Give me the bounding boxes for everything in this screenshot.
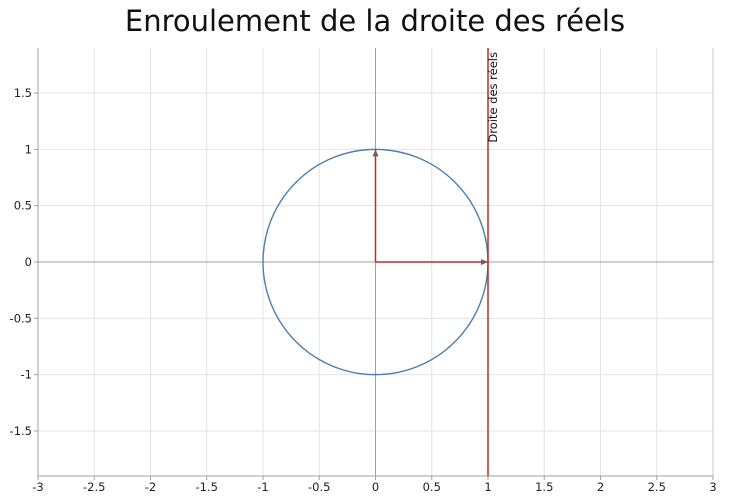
- x-tick-label: -1.5: [196, 480, 218, 494]
- x-tick-label: 0.5: [423, 480, 441, 494]
- axes: [34, 48, 714, 480]
- x-tick-label: -3: [32, 480, 43, 494]
- x-tick-label: -2: [145, 480, 156, 494]
- x-tick-label: -1: [257, 480, 268, 494]
- x-tick-label: 3: [709, 480, 716, 494]
- y-tick-label: 1: [25, 142, 32, 156]
- y-tick-label: 0.5: [14, 199, 32, 213]
- x-tick-labels: -3 -2.5 -2 -1.5 -1 -0.5 0 0.5 1 1.5 2 2.5 3: [32, 480, 716, 494]
- y-tick-label: 0: [25, 255, 32, 269]
- x-tick-label: 1.5: [535, 480, 553, 494]
- x-tick-label: 2.5: [648, 480, 666, 494]
- x-tick-label: 1: [484, 480, 491, 494]
- chart-title: Enroulement de la droite des réels: [124, 4, 626, 38]
- annotations: Droite des réels: [486, 52, 500, 143]
- x-tick-label: -2.5: [83, 480, 105, 494]
- y-tick-label: 1.5: [14, 86, 32, 100]
- x-tick-label: -0.5: [308, 480, 330, 494]
- real-line-label: Droite des réels: [486, 52, 500, 143]
- series: [262, 48, 489, 476]
- y-tick-labels: -1.5 -1 -0.5 0 0.5 1 1.5: [10, 86, 32, 438]
- y-tick-label: -1: [21, 368, 32, 382]
- y-tick-label: -1.5: [10, 424, 32, 438]
- y-tick-label: -0.5: [10, 311, 32, 325]
- x-tick-label: 2: [597, 480, 604, 494]
- x-tick-label: 0: [372, 480, 379, 494]
